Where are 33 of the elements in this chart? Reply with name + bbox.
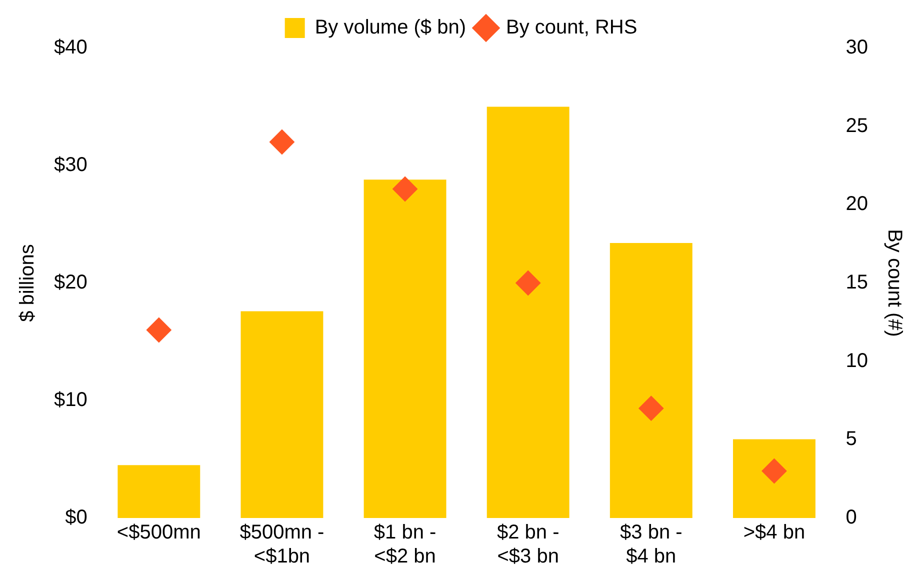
point — [638, 396, 664, 421]
x-tick-label: <$500mn — [116, 522, 201, 544]
y2-tick-label: 25 — [846, 114, 868, 137]
y-tick-label: $30 — [54, 154, 88, 176]
y-tick-label: $20 — [54, 272, 88, 294]
point — [146, 318, 172, 342]
y-axis-title: $ billions — [16, 244, 39, 322]
y2-tick-label: 15 — [846, 272, 868, 294]
x-tick-label: $1 bn - <$2 bn — [374, 522, 436, 568]
y2-tick-label: 5 — [846, 428, 857, 450]
y2-tick-label: 20 — [846, 193, 868, 216]
x-tick-label: >$4 bn — [743, 522, 806, 544]
x-tick-label: $3 bn - $4 bn — [620, 522, 682, 568]
bar — [732, 439, 816, 518]
point — [392, 176, 418, 202]
y2-axis-title: By count (#) — [883, 229, 906, 337]
y-tick-label: $10 — [54, 389, 88, 412]
y2-tick-label: 0 — [846, 506, 857, 529]
y2-tick-label: 30 — [846, 36, 868, 59]
legend-label: By count, RHS — [506, 16, 638, 39]
bar — [364, 180, 446, 518]
bar — [240, 311, 324, 518]
y2-tick-label: 10 — [846, 350, 868, 372]
bar — [118, 465, 200, 518]
y-tick-label: $0 — [65, 506, 88, 529]
point — [516, 270, 541, 296]
bar — [610, 243, 692, 518]
x-tick-label: $2 bn - <$3 bn — [496, 522, 560, 568]
legend-label: By volume ($ bn) — [314, 16, 466, 39]
point — [269, 130, 294, 154]
x-tick-label: $500mn - <$1bn — [240, 522, 324, 568]
bar — [486, 106, 570, 518]
y-tick-label: $40 — [54, 36, 88, 59]
